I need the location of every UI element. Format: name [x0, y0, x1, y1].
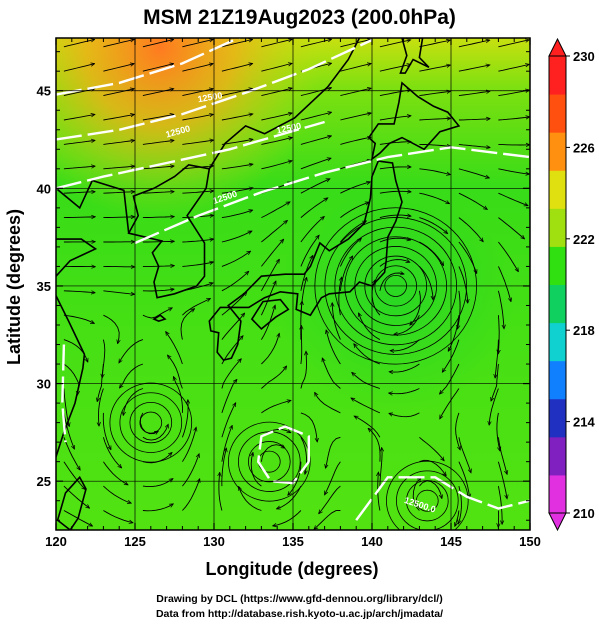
chart-title: MSM 21Z19Aug2023 (200.0hPa): [143, 6, 456, 29]
streamline: [498, 144, 529, 145]
y-tick-label: 30: [37, 377, 51, 392]
colorbar-tick-label: 230: [573, 49, 595, 64]
x-tick-label: 120: [45, 534, 67, 549]
colorbar-segment: [549, 132, 566, 171]
colorbar-tick-label: 218: [573, 323, 595, 338]
colorbar-segment: [549, 475, 566, 514]
streamline: [103, 266, 134, 267]
colorbar: 230 226 222 218 214 210: [549, 39, 595, 530]
colorbar-segment: [549, 170, 566, 209]
colorbar-segment: [549, 361, 566, 400]
y-tick-label: 45: [37, 84, 51, 99]
colorbar-segment: [549, 399, 566, 438]
colorbar-segment: [549, 208, 566, 247]
y-axis-label: Latitude (degrees): [4, 209, 24, 365]
y-tick-label: 40: [37, 181, 51, 196]
colorbar-segment: [549, 323, 566, 362]
colorbar-tick-label: 210: [573, 506, 595, 521]
colorbar-segment: [549, 437, 566, 476]
x-tick-label: 125: [124, 534, 146, 549]
x-tick-label: 130: [203, 534, 225, 549]
y-tick-label: 25: [37, 474, 51, 489]
x-axis-label: Longitude (degrees): [205, 559, 378, 579]
colorbar-tick-label: 222: [573, 232, 595, 247]
colorbar-segment: [549, 246, 566, 285]
x-tick-label: 135: [282, 534, 304, 549]
x-tick-label: 145: [440, 534, 462, 549]
colorbar-segment: [549, 94, 566, 133]
colorbar-tick-label: 214: [573, 415, 595, 430]
colorbar-segment: [549, 285, 566, 324]
colorbar-top-triangle: [549, 39, 566, 56]
credit-data: Data from http://database.rish.kyoto-u.a…: [0, 608, 599, 620]
x-tick-label: 150: [519, 534, 541, 549]
colorbar-segment: [549, 56, 566, 95]
colorbar-tick-label: 226: [573, 140, 595, 155]
colorbar-bottom-triangle: [549, 513, 566, 530]
credit-drawing: Drawing by DCL (https://www.gfd-dennou.o…: [0, 593, 599, 605]
x-tick-label: 140: [361, 534, 383, 549]
y-tick-label: 35: [37, 279, 51, 294]
